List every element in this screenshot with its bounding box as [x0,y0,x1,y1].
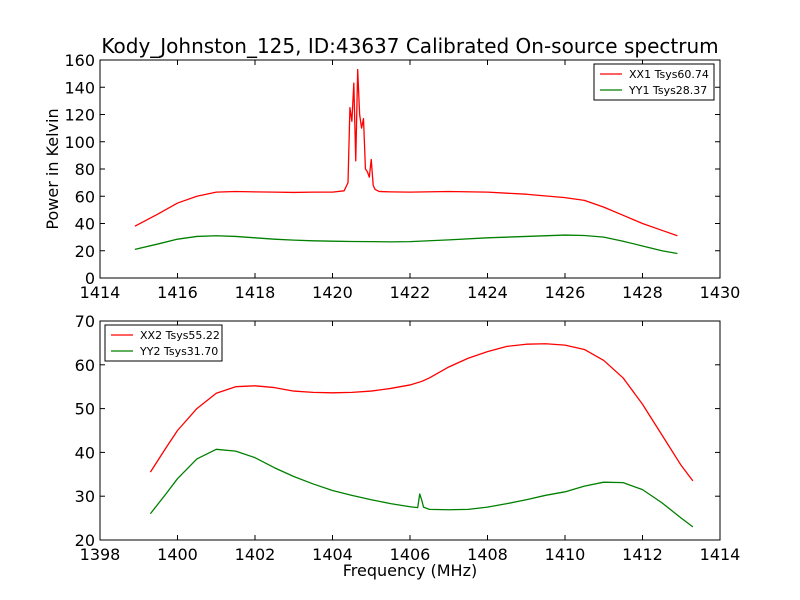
series-line-1 [134,68,678,237]
x-tick-label: 1410 [545,545,586,564]
y-tick-label: 60 [75,187,95,206]
x-tick-label: 1404 [312,545,353,564]
y-tick-label: 20 [75,531,95,550]
x-tick-label: 1398 [80,545,121,564]
legend-label: YY2 Tsys31.70 [139,345,218,358]
x-tick-label: 1422 [390,283,431,302]
legend: XX1 Tsys60.74 YY1 Tsys28.37 [593,63,715,101]
series-line-2 [134,234,678,255]
x-tick-label: 1400 [157,545,198,564]
y-tick-label: 70 [75,312,95,331]
x-tick-label: 1412 [622,545,663,564]
x-tick-label: 1430 [700,283,741,302]
x-tick-label: 1408 [467,545,508,564]
y-tick-label: 120 [64,106,95,125]
legend-label: YY1 Tsys28.37 [628,84,707,97]
x-tick-label: 1414 [700,545,741,564]
y-axis-label: Power in Kelvin [43,108,62,229]
y-tick-label: 30 [75,487,95,506]
series-line-1 [149,343,694,482]
x-tick-label: 1406 [390,545,431,564]
y-tick-label: 100 [64,133,95,152]
y-tick-label: 140 [64,78,95,97]
top-panel: 1414 1416 1418 1420 1422 1424 1426 1428 1430 0 20 4… [64,51,740,302]
y-tick-label: 80 [75,160,95,179]
y-tick-label: 0 [85,269,95,288]
x-tick-label: 1428 [622,283,663,302]
y-tick-label: 20 [75,242,95,261]
x-axis-label: Frequency (MHz) [343,561,477,580]
x-tick-label: 1424 [467,283,508,302]
x-tick-label: 1418 [235,283,276,302]
legend-label: XX1 Tsys60.74 [629,68,709,81]
x-tick-label: 1416 [157,283,198,302]
y-tick-label: 40 [75,443,95,462]
y-tick-label: 40 [75,215,95,234]
y-tick-label: 50 [75,400,95,419]
x-tick-label: 1420 [312,283,353,302]
x-tick-label: 1414 [80,283,121,302]
x-tick-label: 1426 [545,283,586,302]
x-tick-label: 1402 [235,545,276,564]
series-line-2 [149,448,694,528]
legend-label: XX2 Tsys55.22 [140,329,220,342]
bottom-panel: 1398 1400 1402 1404 1406 1408 1410 1412 1414 20 30… [75,312,741,564]
chart-title: Kody_Johnston_125, ID:43637 Calibrated O… [101,34,718,58]
y-tick-label: 60 [75,356,95,375]
y-tick-label: 160 [64,51,95,70]
legend: XX2 Tsys55.22 YY2 Tsys31.70 [104,324,223,362]
